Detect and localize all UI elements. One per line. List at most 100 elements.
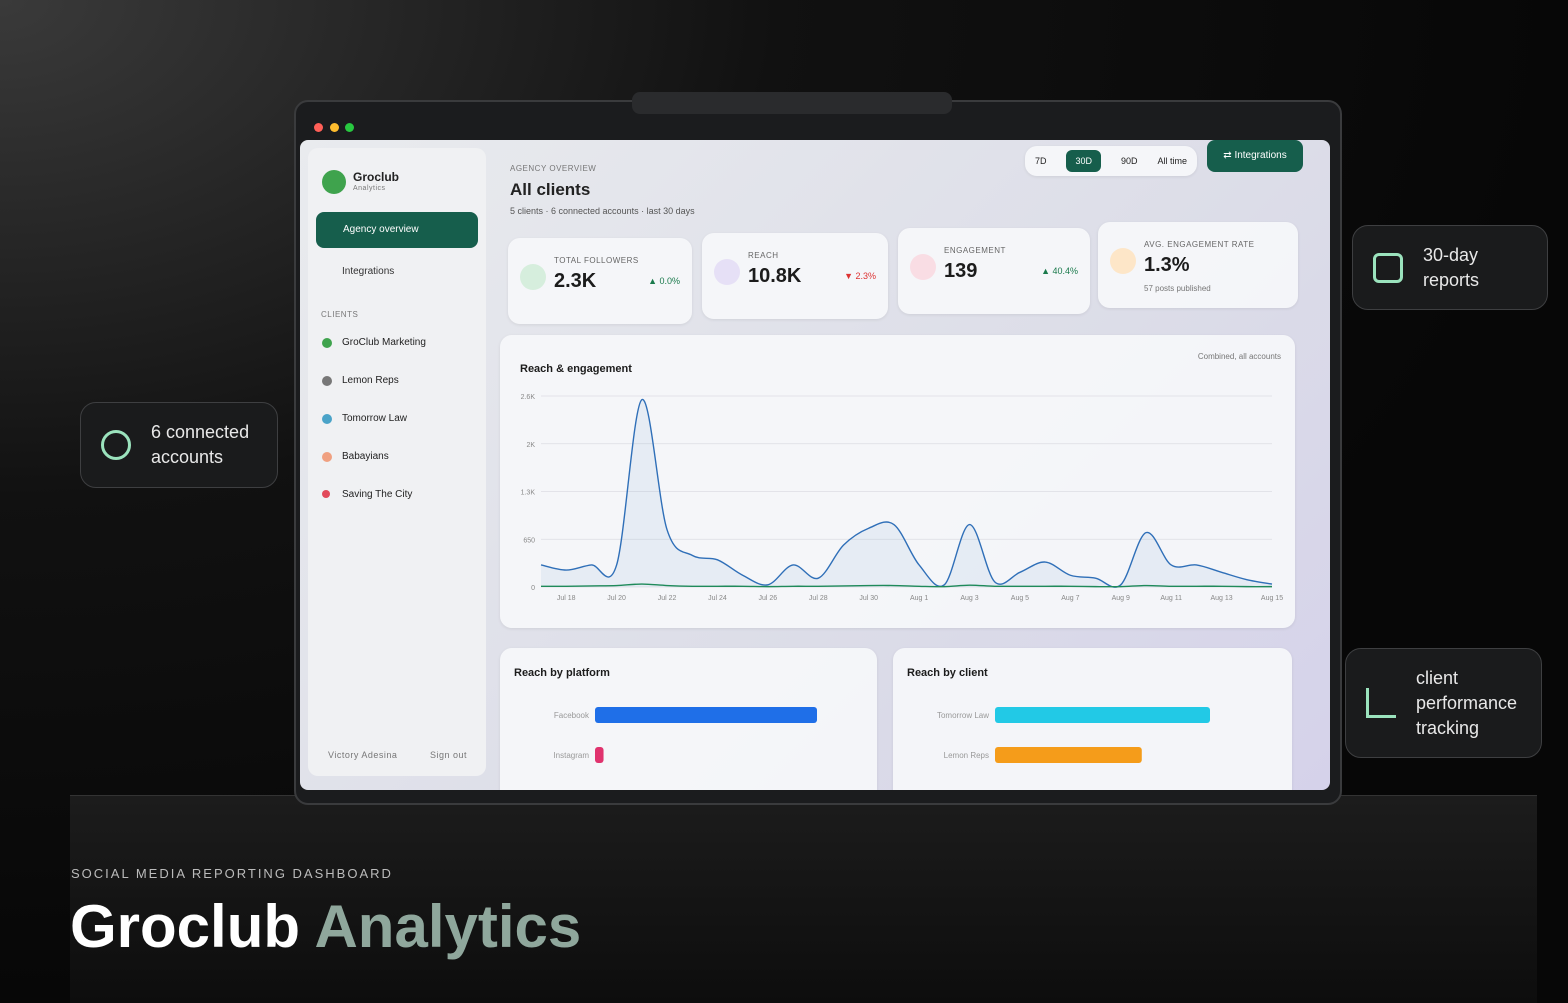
stat-label: TOTAL FOLLOWERS [554, 256, 639, 265]
bar [995, 747, 1142, 763]
bar-panel: Reach by platform Facebook Instagram [500, 648, 877, 790]
line-chart: Reach & engagement Combined, all accounts… [520, 352, 1283, 602]
client-icon [322, 338, 332, 348]
stat-change: ▲ 40.4% [1041, 266, 1078, 276]
client-icon [322, 376, 332, 386]
badge-text: 30-day reports [1423, 244, 1480, 290]
stat-value: 1.3% [1144, 254, 1190, 276]
badge: client performance tracking [1345, 648, 1542, 758]
stat-icon [520, 264, 546, 290]
stat-card: TOTAL FOLLOWERS 2.3K ▲ 0.0% [508, 238, 692, 324]
stat-card: REACH 10.8K ▼ 2.3% [702, 233, 888, 319]
x-tick-label: Jul 24 [708, 595, 727, 602]
stat-label: REACH [748, 251, 779, 260]
stat-change: ▲ 0.0% [648, 276, 680, 286]
stat-icon [910, 254, 936, 280]
client[interactable]: Saving The City [342, 489, 413, 500]
stat-icon [714, 259, 740, 285]
badge-text: 6 connected accounts [151, 422, 250, 467]
x-tick-label: Jul 30 [859, 595, 878, 602]
y-tick-label: 2K [526, 442, 535, 449]
chart-title: Reach & engagement [520, 363, 632, 375]
client[interactable]: Lemon Reps [342, 375, 399, 386]
nav-item[interactable]: Integrations [342, 266, 395, 277]
hero-title-accent: Analytics [314, 893, 582, 960]
badge: 6 connected accounts [80, 402, 278, 488]
integrations-button[interactable]: ⇄ Integrations [1207, 140, 1303, 172]
client-icon [322, 452, 332, 462]
range[interactable]: 7D [1034, 156, 1047, 166]
dashboard: Groclub Analytics Agency overview Integr… [300, 140, 1330, 790]
bar-label: Lemon Reps [944, 751, 989, 760]
eyebrow: AGENCY OVERVIEW [510, 164, 597, 173]
stat-card: ENGAGEMENT 139 ▲ 40.4% [898, 228, 1090, 314]
stat-label: ENGAGEMENT [944, 246, 1006, 255]
client-icon [322, 490, 330, 498]
page-title: All clients [510, 180, 591, 199]
stat-value: 139 [944, 260, 978, 282]
sidebar: Groclub Analytics Agency overview Integr… [308, 148, 486, 776]
line [540, 583, 1273, 588]
range[interactable]: All time [1157, 156, 1187, 166]
bar-label: Instagram [553, 751, 589, 760]
sign-out[interactable]: Sign out [430, 750, 468, 760]
line [540, 398, 1273, 588]
area [541, 399, 1272, 588]
x-tick-label: Aug 5 [1011, 595, 1029, 602]
y-tick-label: 650 [523, 537, 535, 544]
client-icon [322, 414, 332, 424]
user-name: Victory Adesina [328, 750, 398, 760]
search-bar[interactable] [632, 92, 952, 114]
client[interactable]: GroClub Marketing [342, 337, 426, 348]
client[interactable]: Tomorrow Law [342, 413, 408, 424]
badge-text: client performance tracking [1416, 667, 1518, 738]
stat-value: 2.3K [554, 270, 597, 292]
badge-icon [1366, 688, 1396, 718]
dot-red [314, 123, 323, 132]
chart-title: Reach by client [907, 667, 988, 679]
bar-panel: Reach by client Tomorrow Law Lemon Reps [893, 648, 1292, 790]
chart-subtitle: Combined, all accounts [1198, 352, 1281, 361]
bar-chart: Reach by client Tomorrow Law Lemon Reps [907, 667, 1210, 763]
x-tick-label: Jul 20 [607, 595, 626, 602]
line-panel: Reach & engagement Combined, all accounts… [500, 335, 1295, 628]
range[interactable]: 90D [1120, 156, 1138, 166]
x-tick-label: Jul 22 [658, 595, 677, 602]
range-picker: 7D 30D 90D All time [1025, 146, 1197, 176]
page-subtitle: 5 clients · 6 connected accounts · last … [510, 206, 695, 216]
stat-card: AVG. ENGAGEMENT RATE 1.3% 57 posts publish… [1098, 222, 1298, 308]
chart-title: Reach by platform [514, 667, 610, 679]
client[interactable]: Babayians [342, 451, 389, 462]
section-label: CLIENTS [321, 310, 359, 319]
x-tick-label: Jul 18 [557, 595, 576, 602]
stat-change: ▼ 2.3% [844, 271, 876, 281]
stat-icon [1110, 248, 1136, 274]
hero-eyebrow: SOCIAL MEDIA REPORTING DASHBOARD [71, 866, 393, 881]
bar [995, 707, 1210, 723]
x-tick-label: Aug 1 [910, 595, 928, 602]
range-active[interactable]: 30D [1066, 150, 1101, 172]
logo [322, 170, 346, 194]
x-tick-label: Aug 15 [1261, 595, 1283, 602]
bar [595, 747, 604, 763]
dot-green [345, 123, 354, 132]
bar-label: Facebook [554, 711, 590, 720]
x-tick-label: Aug 3 [960, 595, 978, 602]
x-tick-label: Aug 13 [1210, 595, 1232, 602]
hero-title-main: Groclub [70, 893, 301, 960]
x-tick-label: Aug 9 [1112, 595, 1130, 602]
nav-active[interactable]: Agency overview [316, 212, 478, 248]
bar [595, 707, 817, 723]
badge-icon [1373, 252, 1403, 283]
bar-chart: Reach by platform Facebook Instagram [514, 667, 817, 763]
pedestal [70, 795, 1537, 1003]
hero-title: Groclub Analytics [70, 892, 581, 961]
bar-label: Tomorrow Law [937, 711, 989, 720]
x-tick-label: Jul 26 [759, 595, 778, 602]
badge-icon [101, 430, 131, 460]
badge: 30-day reports [1352, 225, 1548, 310]
stat-value: 10.8K [748, 265, 802, 287]
stat-label: AVG. ENGAGEMENT RATE [1144, 240, 1255, 249]
y-tick-label: 2.6K [521, 394, 536, 401]
